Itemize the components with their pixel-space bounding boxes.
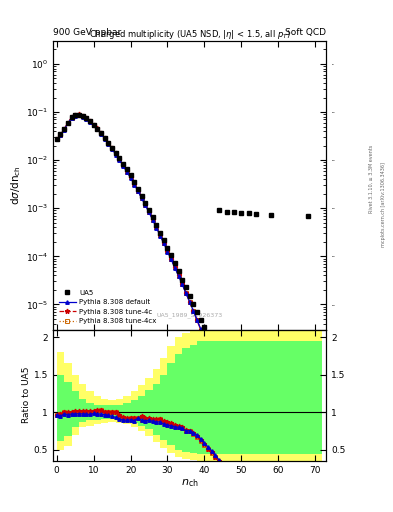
Y-axis label: d$\sigma$/dn$_{\mathsf{ch}}$: d$\sigma$/dn$_{\mathsf{ch}}$ [9,165,23,205]
Y-axis label: Ratio to UA5: Ratio to UA5 [22,367,31,423]
Legend: UA5, Pythia 8.308 default, Pythia 8.308 tune-4c, Pythia 8.308 tune-4cx: UA5, Pythia 8.308 default, Pythia 8.308 … [57,288,159,326]
Text: Soft QCD: Soft QCD [285,28,326,37]
X-axis label: $n_{\mathsf{ch}}$: $n_{\mathsf{ch}}$ [181,477,198,489]
Text: Rivet 3.1.10, ≥ 3.3M events: Rivet 3.1.10, ≥ 3.3M events [369,145,374,214]
Text: 900 GeV ppbar: 900 GeV ppbar [53,28,121,37]
Text: mcplots.cern.ch [arXiv:1306.3436]: mcplots.cern.ch [arXiv:1306.3436] [381,162,386,247]
Text: UA5_1989_S1926373: UA5_1989_S1926373 [156,312,223,318]
Title: Charged multiplicity (UA5 NSD, $|\eta|$ < 1.5, all $p_T$): Charged multiplicity (UA5 NSD, $|\eta|$ … [89,28,290,41]
